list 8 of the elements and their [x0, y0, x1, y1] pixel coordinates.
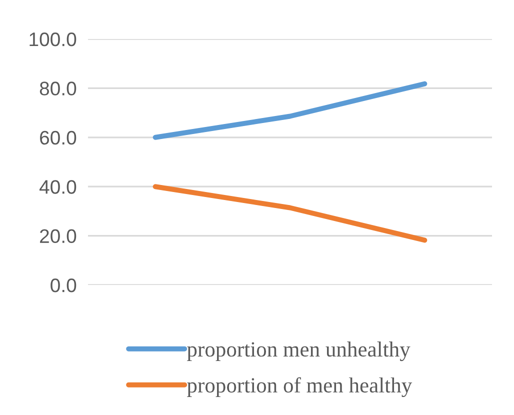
- legend-label: proportion of men healthy: [187, 377, 412, 398]
- y-tick-label: 40.0: [39, 180, 76, 194]
- y-tick-label: 0.0: [50, 278, 76, 292]
- y-tick-label: 60.0: [40, 130, 76, 145]
- y-tick-label: 20.0: [40, 229, 76, 244]
- y-tick-label: 80.0: [40, 82, 76, 96]
- y-tick-label: 100.0: [30, 32, 76, 46]
- legend-label: proportion men unhealthy: [187, 342, 410, 362]
